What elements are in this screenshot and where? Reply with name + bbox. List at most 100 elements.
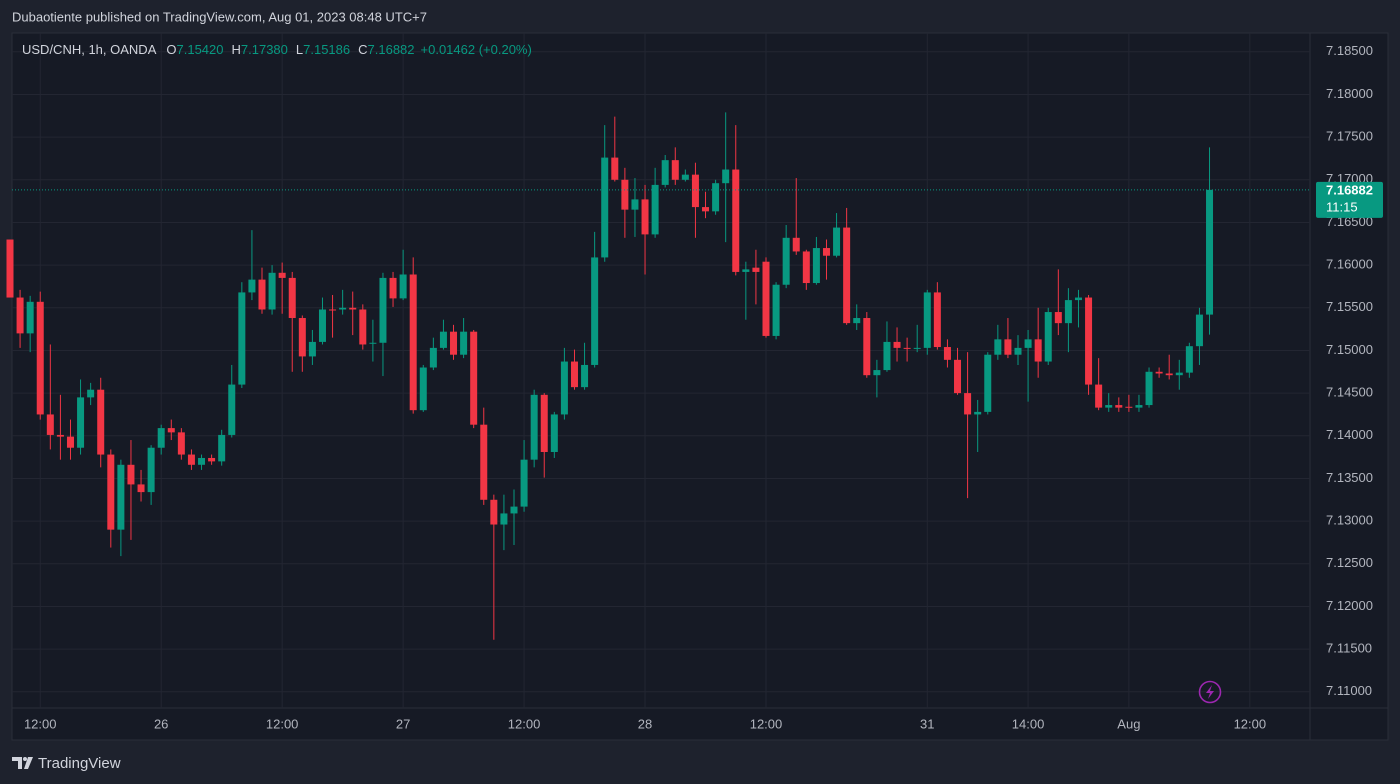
- candle-body: [893, 341, 901, 348]
- candle-body: [359, 309, 367, 345]
- candle-body: [994, 339, 1002, 355]
- y-tick-label: 7.11500: [1326, 641, 1372, 656]
- candle-body: [762, 261, 770, 336]
- candle-body: [1085, 297, 1093, 385]
- candle-body: [298, 318, 306, 357]
- candle-body: [822, 248, 830, 256]
- candle-body: [127, 464, 135, 485]
- candle-body: [177, 432, 185, 455]
- candle-body: [349, 307, 357, 310]
- candle-body: [712, 183, 720, 212]
- x-tick-label: 26: [154, 716, 168, 731]
- x-tick-label: Aug: [1117, 716, 1140, 731]
- candle-body: [26, 301, 34, 334]
- candle-body: [1095, 384, 1103, 408]
- brand-name[interactable]: TradingView: [38, 755, 121, 772]
- candle-body: [883, 341, 891, 371]
- candle-body: [308, 341, 316, 357]
- candle-body: [772, 284, 780, 336]
- y-tick-label: 7.13000: [1326, 513, 1373, 528]
- x-tick-label: 12:00: [24, 716, 57, 731]
- candle-body: [238, 292, 246, 385]
- candle-body: [389, 277, 397, 299]
- candle-body: [1165, 373, 1173, 376]
- chart-pane: [11, 32, 1389, 741]
- candle-body: [833, 227, 841, 256]
- candle-body: [1206, 189, 1214, 315]
- candle-body: [1054, 312, 1062, 324]
- alert-icon[interactable]: [1198, 680, 1222, 704]
- candle-body: [550, 414, 558, 452]
- candle-body: [208, 457, 216, 462]
- symbol-legend: USD/CNH, 1h, OANDA O7.15420 H7.17380 L7.151…: [22, 42, 532, 57]
- candle-body: [470, 331, 478, 425]
- y-tick-label: 7.12500: [1326, 555, 1373, 570]
- candle-body: [631, 199, 639, 210]
- y-tick-label: 7.14500: [1326, 385, 1373, 400]
- candle-body: [782, 237, 790, 285]
- x-tick-label: 28: [638, 716, 652, 731]
- candle-body: [1034, 339, 1042, 362]
- candle-body: [187, 454, 195, 465]
- candle-body: [601, 157, 609, 258]
- x-tick-label: 12:00: [1234, 716, 1267, 731]
- alert-circle[interactable]: [1198, 680, 1222, 704]
- candle-body: [429, 347, 437, 368]
- candle-body: [530, 394, 538, 460]
- candle-body: [802, 251, 810, 284]
- candle-body: [329, 309, 337, 311]
- candle-body: [702, 207, 710, 212]
- candle-body: [167, 428, 175, 433]
- brand-logo[interactable]: TradingView: [12, 755, 121, 772]
- candle-body: [228, 384, 236, 435]
- logo-dot[interactable]: [23, 757, 27, 761]
- alert-bolt[interactable]: [1206, 685, 1214, 699]
- y-tick-label: 7.12000: [1326, 598, 1373, 613]
- candle-body: [278, 272, 286, 278]
- candle-body: [742, 269, 750, 272]
- candle-body: [873, 370, 881, 376]
- candle-body: [1105, 405, 1113, 408]
- candle-body: [1185, 346, 1193, 373]
- ohlc-key: H: [232, 42, 241, 57]
- candle-body: [480, 424, 488, 500]
- candle-body: [157, 428, 165, 448]
- x-tick-label: 14:00: [1012, 716, 1045, 731]
- ohlc-key: L: [296, 42, 303, 57]
- candle-body: [339, 307, 347, 310]
- candle-body: [974, 411, 982, 415]
- symbol: USD/CNH, 1h, OANDA: [22, 42, 157, 57]
- candle-body: [97, 389, 105, 455]
- candle-body: [16, 297, 24, 334]
- last-price-label: 7.16882: [1326, 182, 1373, 197]
- y-tick-label: 7.13500: [1326, 470, 1373, 485]
- candle-body: [288, 277, 296, 319]
- logo-glyph[interactable]: [12, 757, 33, 769]
- ohlc-value: 7.16882: [368, 42, 415, 57]
- y-tick-label: 7.15500: [1326, 299, 1373, 314]
- candle-body: [439, 331, 447, 348]
- candle-body: [46, 414, 54, 435]
- candle-body: [611, 157, 619, 180]
- candle-body: [318, 309, 326, 342]
- candle-body: [853, 318, 861, 324]
- candle-body: [933, 292, 941, 348]
- countdown: 11:15: [1326, 199, 1358, 214]
- candle-body: [87, 389, 95, 398]
- candle-body: [147, 447, 155, 493]
- candle-body: [460, 331, 468, 355]
- candle-body: [258, 279, 266, 310]
- y-tick-label: 7.16000: [1326, 257, 1373, 272]
- candle-body: [540, 394, 548, 452]
- candle-body: [107, 454, 115, 530]
- candle-body: [510, 506, 518, 514]
- candle-body: [954, 359, 962, 394]
- candle-body: [520, 459, 528, 507]
- candle-body: [1155, 371, 1163, 374]
- candle-body: [450, 331, 458, 355]
- candle-body: [903, 347, 911, 349]
- y-tick-label: 7.17500: [1326, 129, 1373, 144]
- last-price-tag: [1316, 181, 1383, 218]
